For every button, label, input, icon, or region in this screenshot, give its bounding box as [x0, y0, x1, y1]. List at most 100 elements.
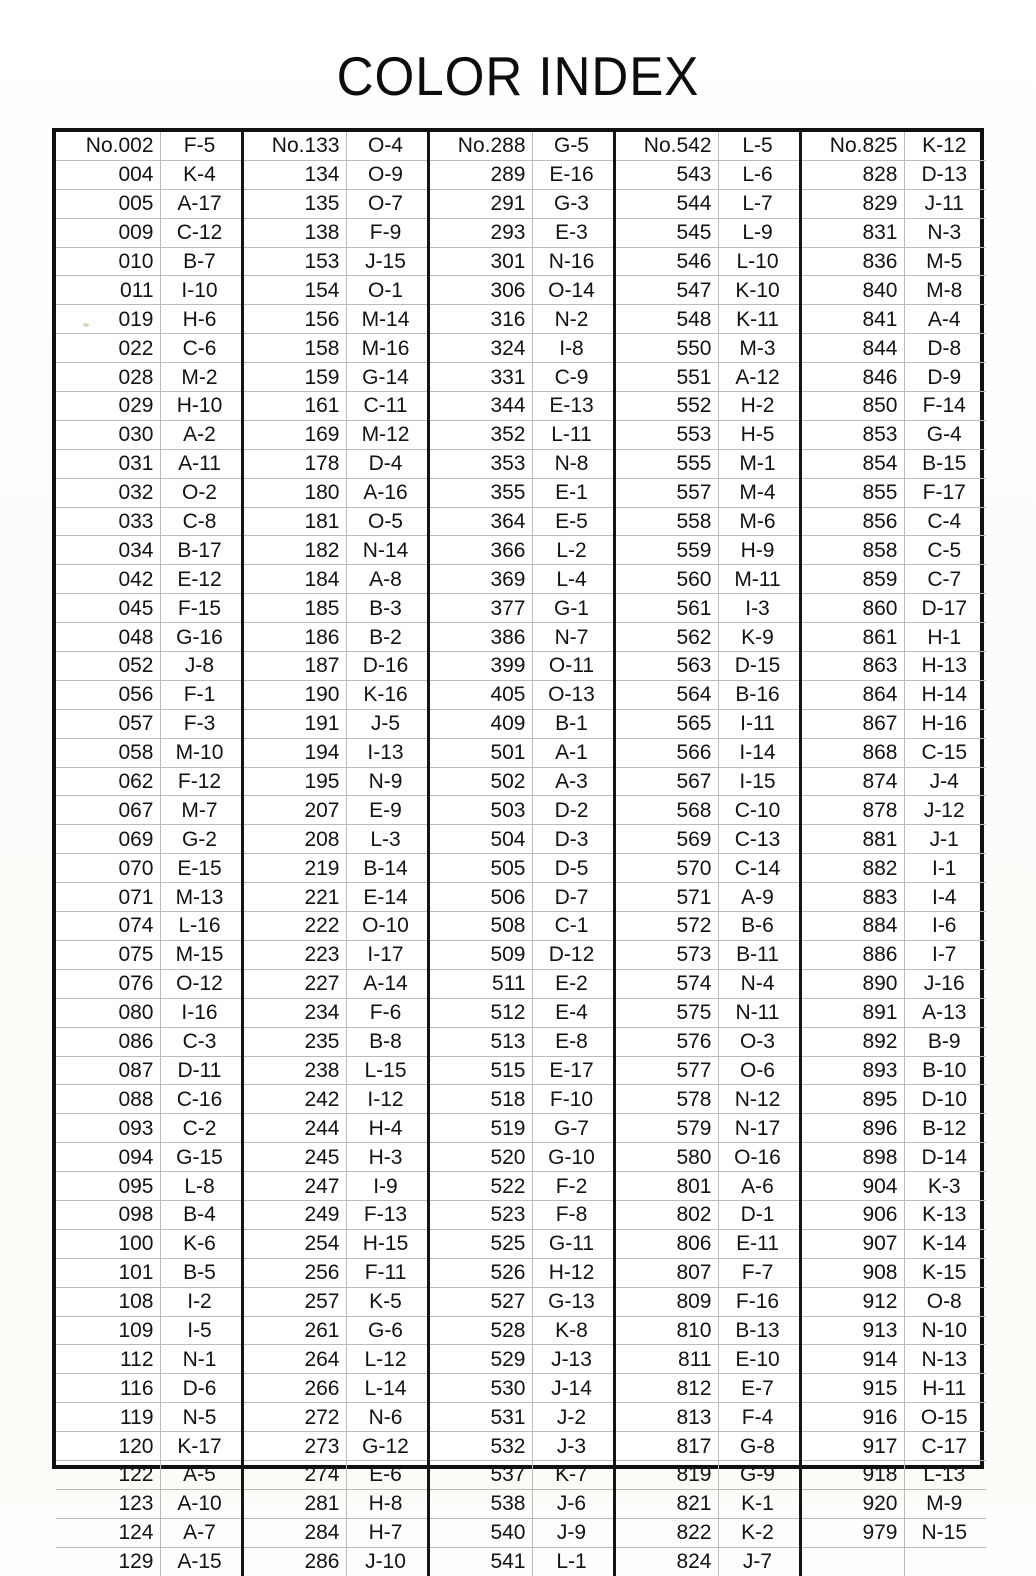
index-number-cell: 272	[242, 1402, 346, 1433]
index-code-cell: E-15	[159, 853, 244, 884]
index-code-cell: E-16	[531, 160, 616, 190]
index-code-cell: L-9	[717, 218, 802, 248]
index-number-cell: 532	[428, 1431, 532, 1461]
index-number-cell: 543	[614, 160, 718, 190]
index-number-cell: 580	[614, 1142, 718, 1173]
index-number-cell: 219	[242, 853, 346, 884]
index-code-cell: L-13	[903, 1460, 986, 1490]
index-number-cell: 004	[56, 160, 160, 190]
index-code-cell: E-13	[531, 391, 616, 421]
index-code-cell: L-8	[159, 1171, 244, 1201]
table-row: 098 B-4 249 F-13 523 F-8 802 D-1 906 K-13	[56, 1200, 986, 1230]
index-code-cell: G-15	[159, 1142, 244, 1173]
index-number-cell: 399	[428, 651, 532, 681]
table-row: 094 G-15 245 H-3 520 G-10 580 O-16 898 D-14	[56, 1142, 986, 1173]
index-code-cell: B-8	[345, 1027, 430, 1057]
index-number-cell: 855	[800, 478, 904, 508]
index-code-cell: M-5	[903, 247, 986, 277]
index-code-cell: O-14	[531, 275, 616, 306]
index-number-cell: 544	[614, 189, 718, 219]
index-number-cell: 112	[56, 1344, 160, 1375]
index-number-cell: 575	[614, 998, 718, 1028]
index-number-cell: 576	[614, 1027, 718, 1057]
index-number-cell: 545	[614, 218, 718, 248]
index-number-cell: 810	[614, 1316, 718, 1346]
index-number-cell: 022	[56, 333, 160, 364]
index-number-cell: 182	[242, 535, 346, 566]
index-code-cell: I-17	[345, 940, 430, 970]
index-number-cell: 893	[800, 1056, 904, 1086]
index-code-cell: E-1	[531, 478, 616, 508]
index-number-cell: 067	[56, 795, 160, 826]
index-code-cell: K-10	[717, 275, 802, 306]
index-code-cell: E-10	[717, 1344, 802, 1375]
index-code-cell: J-12	[903, 795, 986, 826]
index-code-cell: C-13	[717, 824, 802, 855]
index-code-cell: B-10	[903, 1056, 986, 1086]
index-code-cell: D-14	[903, 1142, 986, 1173]
index-code-cell: G-12	[345, 1431, 430, 1461]
index-number-cell: 906	[800, 1200, 904, 1230]
page-title: COLOR INDEX	[336, 45, 700, 107]
index-number-cell: 048	[56, 622, 160, 653]
index-code-cell: J-8	[159, 651, 244, 681]
index-number-cell: 034	[56, 535, 160, 566]
index-number-cell: 836	[800, 247, 904, 277]
index-code-cell: M-2	[159, 362, 244, 393]
index-number-cell: 912	[800, 1287, 904, 1317]
index-number-cell: 086	[56, 1027, 160, 1057]
index-number-cell: 116	[56, 1373, 160, 1404]
index-code-cell: H-8	[345, 1489, 430, 1519]
index-code-cell: O-15	[903, 1402, 986, 1433]
index-number-cell: 019	[56, 304, 160, 335]
index-code-cell: M-14	[345, 304, 430, 335]
index-number-cell: 281	[242, 1489, 346, 1519]
index-number-cell: 509	[428, 940, 532, 970]
index-number-cell: 227	[242, 969, 346, 999]
index-code-cell: A-7	[159, 1518, 244, 1548]
index-code-cell: B-9	[903, 1027, 986, 1057]
index-code-cell: A-8	[345, 564, 430, 595]
index-number-cell: 030	[56, 420, 160, 450]
index-code-cell: O-5	[345, 507, 430, 537]
index-number-cell: 045	[56, 593, 160, 624]
index-number-cell: 344	[428, 391, 532, 421]
table-row: 019 H-6 156 M-14 316 N-2 548 K-11 841 A-4	[56, 304, 986, 335]
index-code-cell: C-10	[717, 795, 802, 826]
table-row: 005 A-17 135 O-7 291 G-3 544 L-7 829 J-11	[56, 189, 986, 219]
index-code-cell: N-5	[159, 1402, 244, 1433]
table-row: 109 I-5 261 G-6 528 K-8 810 B-13 913 N-10	[56, 1316, 986, 1346]
index-code-cell: N-3	[903, 218, 986, 248]
index-number-cell: 502	[428, 767, 532, 797]
index-number-cell: 005	[56, 189, 160, 219]
index-number-cell: 245	[242, 1142, 346, 1173]
table-row: 124 A-7 284 H-7 540 J-9 822 K-2 979 N-15	[56, 1518, 986, 1548]
index-code-cell: I-7	[903, 940, 986, 970]
table-row: 108 I-2 257 K-5 527 G-13 809 F-16 912 O-8	[56, 1287, 986, 1317]
index-code-cell: L-6	[717, 160, 802, 190]
index-number-cell: 249	[242, 1200, 346, 1230]
index-code-cell: F-6	[345, 998, 430, 1028]
index-number-cell: 883	[800, 882, 904, 913]
index-number-cell: 207	[242, 795, 346, 826]
index-code-cell: C-2	[159, 1113, 244, 1144]
index-code-cell: G-5	[531, 132, 616, 161]
index-number-cell: 109	[56, 1316, 160, 1346]
index-code-cell: O-1	[345, 275, 430, 306]
index-code-cell: D-15	[717, 651, 802, 681]
table-row: 095 L-8 247 I-9 522 F-2 801 A-6 904 K-3	[56, 1171, 986, 1201]
index-number-cell: 918	[800, 1460, 904, 1490]
index-number-cell: 801	[614, 1171, 718, 1201]
index-number-cell: 033	[56, 507, 160, 537]
index-code-cell: F-14	[903, 391, 986, 421]
index-code-cell: F-16	[717, 1287, 802, 1317]
index-code-cell: N-16	[531, 247, 616, 277]
index-code-cell: C-11	[345, 391, 430, 421]
index-code-cell: E-14	[345, 882, 430, 913]
table-row: 086 C-3 235 B-8 513 E-8 576 O-3 892 B-9	[56, 1027, 986, 1057]
index-number-cell: 547	[614, 275, 718, 306]
index-number-cell: No.542	[614, 132, 718, 161]
table-row: No.002 F-5 No.133 O-4 No.288 G-5 No.542 L-5 No.8…	[56, 132, 986, 161]
index-number-cell: 324	[428, 333, 532, 364]
index-code-cell: L-4	[531, 564, 616, 595]
